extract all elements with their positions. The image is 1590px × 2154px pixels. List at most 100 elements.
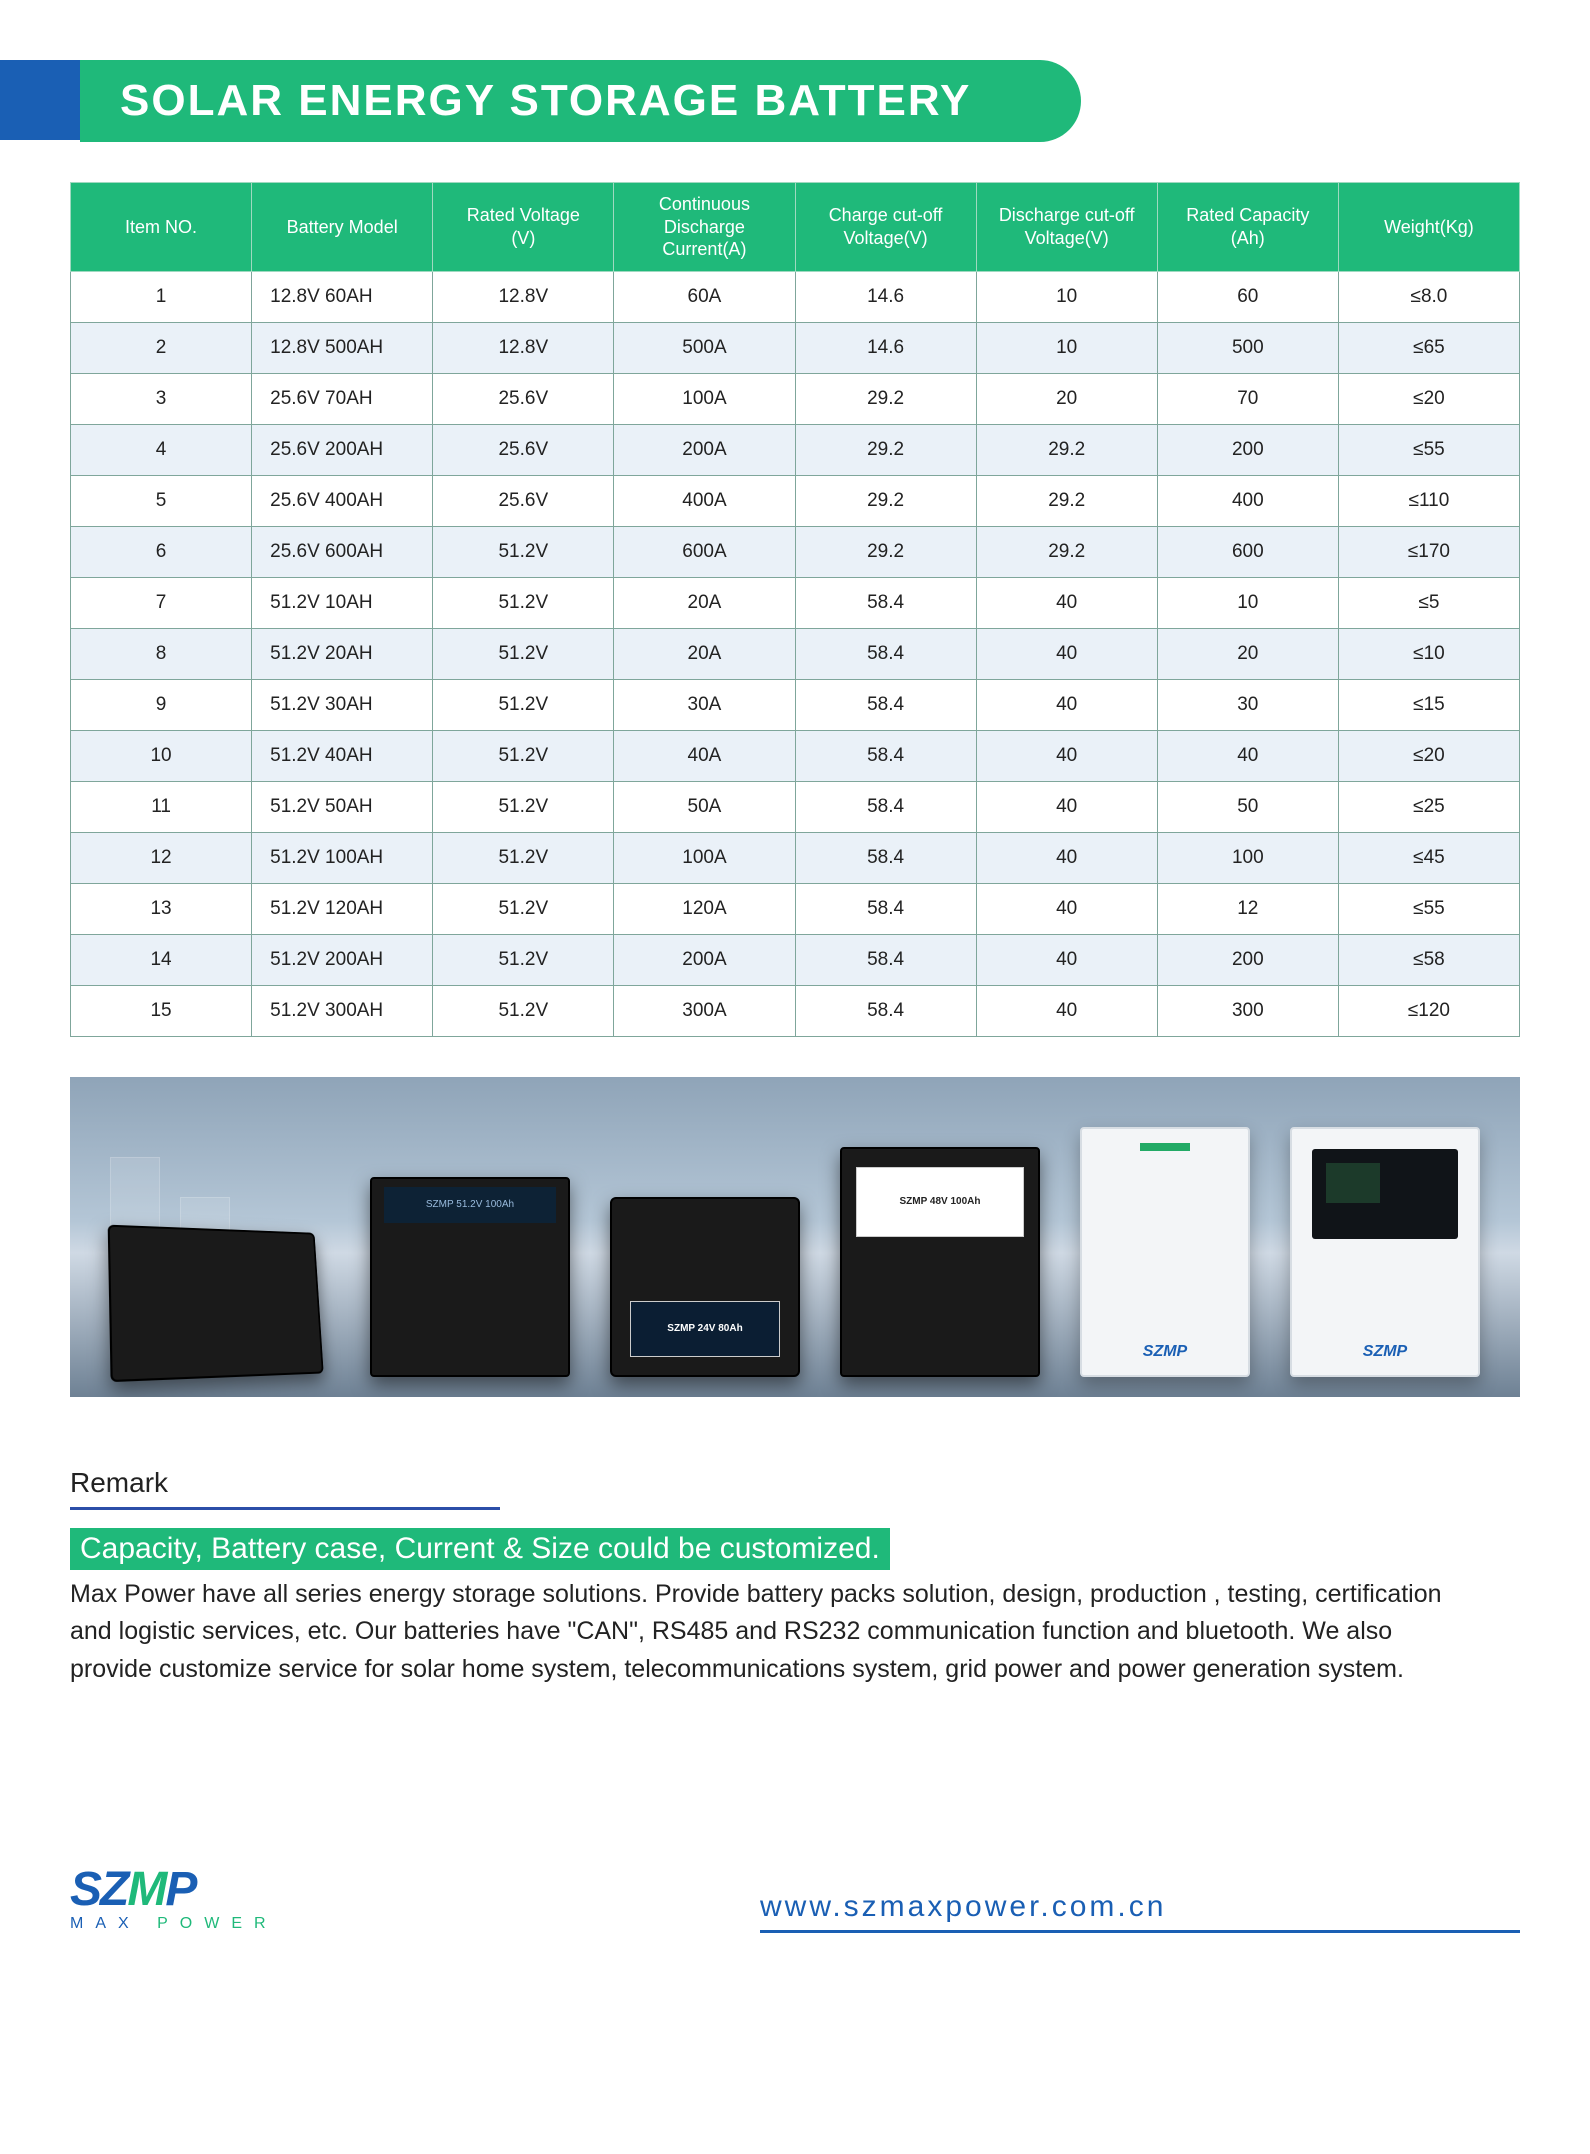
table-cell: 29.2 <box>976 475 1157 526</box>
table-cell: 200A <box>614 424 795 475</box>
table-cell: 58.4 <box>795 985 976 1036</box>
title-accent <box>0 60 80 140</box>
table-cell: 9 <box>71 679 252 730</box>
table-cell: 70 <box>1157 373 1338 424</box>
table-cell: 12.8V <box>433 322 614 373</box>
table-cell: ≤55 <box>1338 883 1519 934</box>
table-cell: 40 <box>976 679 1157 730</box>
product-3: SZMP 24V 80Ah <box>610 1197 800 1377</box>
table-cell: 200 <box>1157 934 1338 985</box>
table-cell: 25.6V 400AH <box>252 475 433 526</box>
table-cell: 25.6V 70AH <box>252 373 433 424</box>
product-6-logo: SZMP <box>1292 1343 1478 1361</box>
table-cell: ≤110 <box>1338 475 1519 526</box>
table-cell: 51.2V 50AH <box>252 781 433 832</box>
table-cell: 51.2V 20AH <box>252 628 433 679</box>
table-cell: 29.2 <box>795 424 976 475</box>
remark-body: Max Power have all series energy storage… <box>70 1576 1470 1689</box>
table-cell: 14.6 <box>795 322 976 373</box>
table-cell: 10 <box>1157 577 1338 628</box>
table-cell: 51.2V 200AH <box>252 934 433 985</box>
table-cell: 25.6V 200AH <box>252 424 433 475</box>
table-row: 425.6V 200AH25.6V200A29.229.2200≤55 <box>71 424 1520 475</box>
table-cell: 58.4 <box>795 730 976 781</box>
table-cell: 300A <box>614 985 795 1036</box>
table-cell: ≤25 <box>1338 781 1519 832</box>
table-cell: 100A <box>614 832 795 883</box>
table-cell: 58.4 <box>795 883 976 934</box>
table-cell: 6 <box>71 526 252 577</box>
table-header: Battery Model <box>252 183 433 272</box>
table-row: 1251.2V 100AH51.2V100A58.440100≤45 <box>71 832 1520 883</box>
table-cell: 10 <box>976 271 1157 322</box>
table-cell: 51.2V <box>433 577 614 628</box>
page-title-bar: SOLAR ENERGY STORAGE BATTERY <box>0 60 1520 142</box>
table-cell: 12 <box>1157 883 1338 934</box>
table-cell: ≤8.0 <box>1338 271 1519 322</box>
table-cell: 51.2V <box>433 679 614 730</box>
brand-logo: SZMP MAX POWER <box>70 1868 278 1933</box>
table-cell: 30 <box>1157 679 1338 730</box>
table-header: Charge cut-offVoltage(V) <box>795 183 976 272</box>
logo-subtext: MAX POWER <box>70 1915 278 1933</box>
table-cell: 51.2V <box>433 526 614 577</box>
table-cell: 12.8V <box>433 271 614 322</box>
table-header: Continuous DischargeCurrent(A) <box>614 183 795 272</box>
table-cell: ≤5 <box>1338 577 1519 628</box>
table-cell: 600A <box>614 526 795 577</box>
table-cell: 58.4 <box>795 934 976 985</box>
table-cell: 50A <box>614 781 795 832</box>
table-cell: 10 <box>976 322 1157 373</box>
site-url[interactable]: www.szmaxpower.com.cn <box>760 1890 1520 1933</box>
product-5: SZMP <box>1080 1127 1250 1377</box>
table-row: 1051.2V 40AH51.2V40A58.44040≤20 <box>71 730 1520 781</box>
table-row: 751.2V 10AH51.2V20A58.44010≤5 <box>71 577 1520 628</box>
table-cell: 51.2V <box>433 832 614 883</box>
table-cell: ≤15 <box>1338 679 1519 730</box>
product-2: SZMP 51.2V 100Ah <box>370 1177 570 1377</box>
table-cell: 51.2V 100AH <box>252 832 433 883</box>
table-cell: 400A <box>614 475 795 526</box>
table-cell: 12.8V 60AH <box>252 271 433 322</box>
table-cell: ≤10 <box>1338 628 1519 679</box>
table-cell: ≤20 <box>1338 730 1519 781</box>
table-cell: 500 <box>1157 322 1338 373</box>
logo-mark: SZMP <box>70 1868 278 1911</box>
table-cell: 2 <box>71 322 252 373</box>
page-footer: SZMP MAX POWER www.szmaxpower.com.cn <box>70 1868 1520 1933</box>
table-cell: 51.2V <box>433 628 614 679</box>
table-cell: 40 <box>976 883 1157 934</box>
table-cell: 58.4 <box>795 832 976 883</box>
table-cell: 51.2V <box>433 730 614 781</box>
table-cell: 20A <box>614 577 795 628</box>
table-cell: 51.2V <box>433 781 614 832</box>
table-cell: 29.2 <box>795 475 976 526</box>
table-cell: 40 <box>976 628 1157 679</box>
spec-table: Item NO.Battery ModelRated Voltage(V)Con… <box>70 182 1520 1037</box>
table-row: 1551.2V 300AH51.2V300A58.440300≤120 <box>71 985 1520 1036</box>
table-cell: 40 <box>976 577 1157 628</box>
table-cell: ≤65 <box>1338 322 1519 373</box>
table-row: 112.8V 60AH12.8V60A14.61060≤8.0 <box>71 271 1520 322</box>
table-cell: 1 <box>71 271 252 322</box>
table-cell: 60 <box>1157 271 1338 322</box>
remark-section: Remark Capacity, Battery case, Current &… <box>70 1467 1520 1689</box>
table-row: 951.2V 30AH51.2V30A58.44030≤15 <box>71 679 1520 730</box>
table-cell: ≤58 <box>1338 934 1519 985</box>
table-cell: 51.2V <box>433 934 614 985</box>
table-header: Item NO. <box>71 183 252 272</box>
table-cell: 40 <box>976 985 1157 1036</box>
page-title: SOLAR ENERGY STORAGE BATTERY <box>80 60 1081 142</box>
table-cell: 15 <box>71 985 252 1036</box>
table-row: 851.2V 20AH51.2V20A58.44020≤10 <box>71 628 1520 679</box>
table-row: 1451.2V 200AH51.2V200A58.440200≤58 <box>71 934 1520 985</box>
table-cell: 3 <box>71 373 252 424</box>
table-cell: 20 <box>1157 628 1338 679</box>
table-row: 1351.2V 120AH51.2V120A58.44012≤55 <box>71 883 1520 934</box>
table-cell: 40 <box>976 934 1157 985</box>
product-3-label: SZMP 24V 80Ah <box>667 1323 742 1334</box>
table-header: Discharge cut-offVoltage(V) <box>976 183 1157 272</box>
table-cell: 58.4 <box>795 679 976 730</box>
table-cell: 51.2V 120AH <box>252 883 433 934</box>
table-cell: 51.2V 300AH <box>252 985 433 1036</box>
